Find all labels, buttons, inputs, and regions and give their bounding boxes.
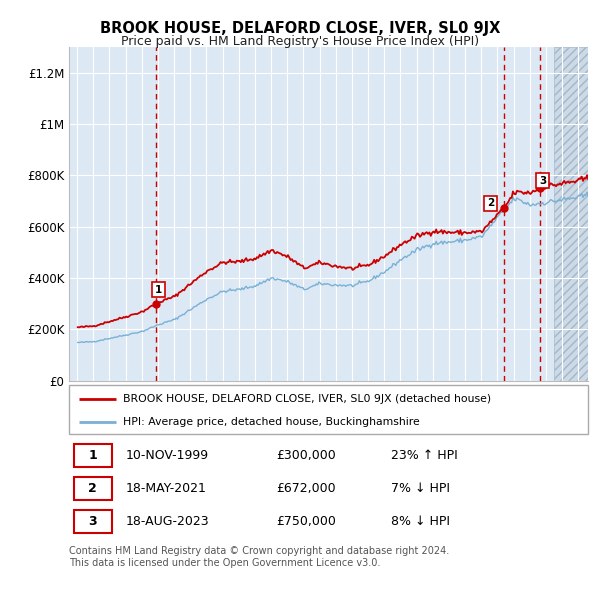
Bar [554, 47, 588, 381]
Text: 3: 3 [539, 176, 546, 185]
Text: 23% ↑ HPI: 23% ↑ HPI [391, 448, 458, 462]
Text: £672,000: £672,000 [277, 481, 336, 495]
Text: 1: 1 [155, 284, 162, 294]
Text: Contains HM Land Registry data © Crown copyright and database right 2024.
This d: Contains HM Land Registry data © Crown c… [69, 546, 449, 568]
Text: 1: 1 [88, 448, 97, 462]
Text: 10-NOV-1999: 10-NOV-1999 [126, 448, 209, 462]
Bar [554, 47, 588, 381]
Text: 8% ↓ HPI: 8% ↓ HPI [391, 514, 450, 528]
Text: £750,000: £750,000 [277, 514, 337, 528]
Text: BROOK HOUSE, DELAFORD CLOSE, IVER, SL0 9JX: BROOK HOUSE, DELAFORD CLOSE, IVER, SL0 9… [100, 21, 500, 35]
Text: £300,000: £300,000 [277, 448, 337, 462]
FancyBboxPatch shape [69, 385, 588, 434]
FancyBboxPatch shape [74, 444, 112, 467]
FancyBboxPatch shape [74, 477, 112, 500]
Text: 7% ↓ HPI: 7% ↓ HPI [391, 481, 450, 495]
Text: BROOK HOUSE, DELAFORD CLOSE, IVER, SL0 9JX (detached house): BROOK HOUSE, DELAFORD CLOSE, IVER, SL0 9… [124, 394, 491, 404]
Text: 2: 2 [487, 198, 494, 208]
Text: 18-MAY-2021: 18-MAY-2021 [126, 481, 207, 495]
FancyBboxPatch shape [74, 510, 112, 533]
Text: 2: 2 [88, 481, 97, 495]
Text: HPI: Average price, detached house, Buckinghamshire: HPI: Average price, detached house, Buck… [124, 417, 420, 427]
Text: Price paid vs. HM Land Registry's House Price Index (HPI): Price paid vs. HM Land Registry's House … [121, 35, 479, 48]
Text: 3: 3 [89, 514, 97, 528]
Text: 18-AUG-2023: 18-AUG-2023 [126, 514, 210, 528]
